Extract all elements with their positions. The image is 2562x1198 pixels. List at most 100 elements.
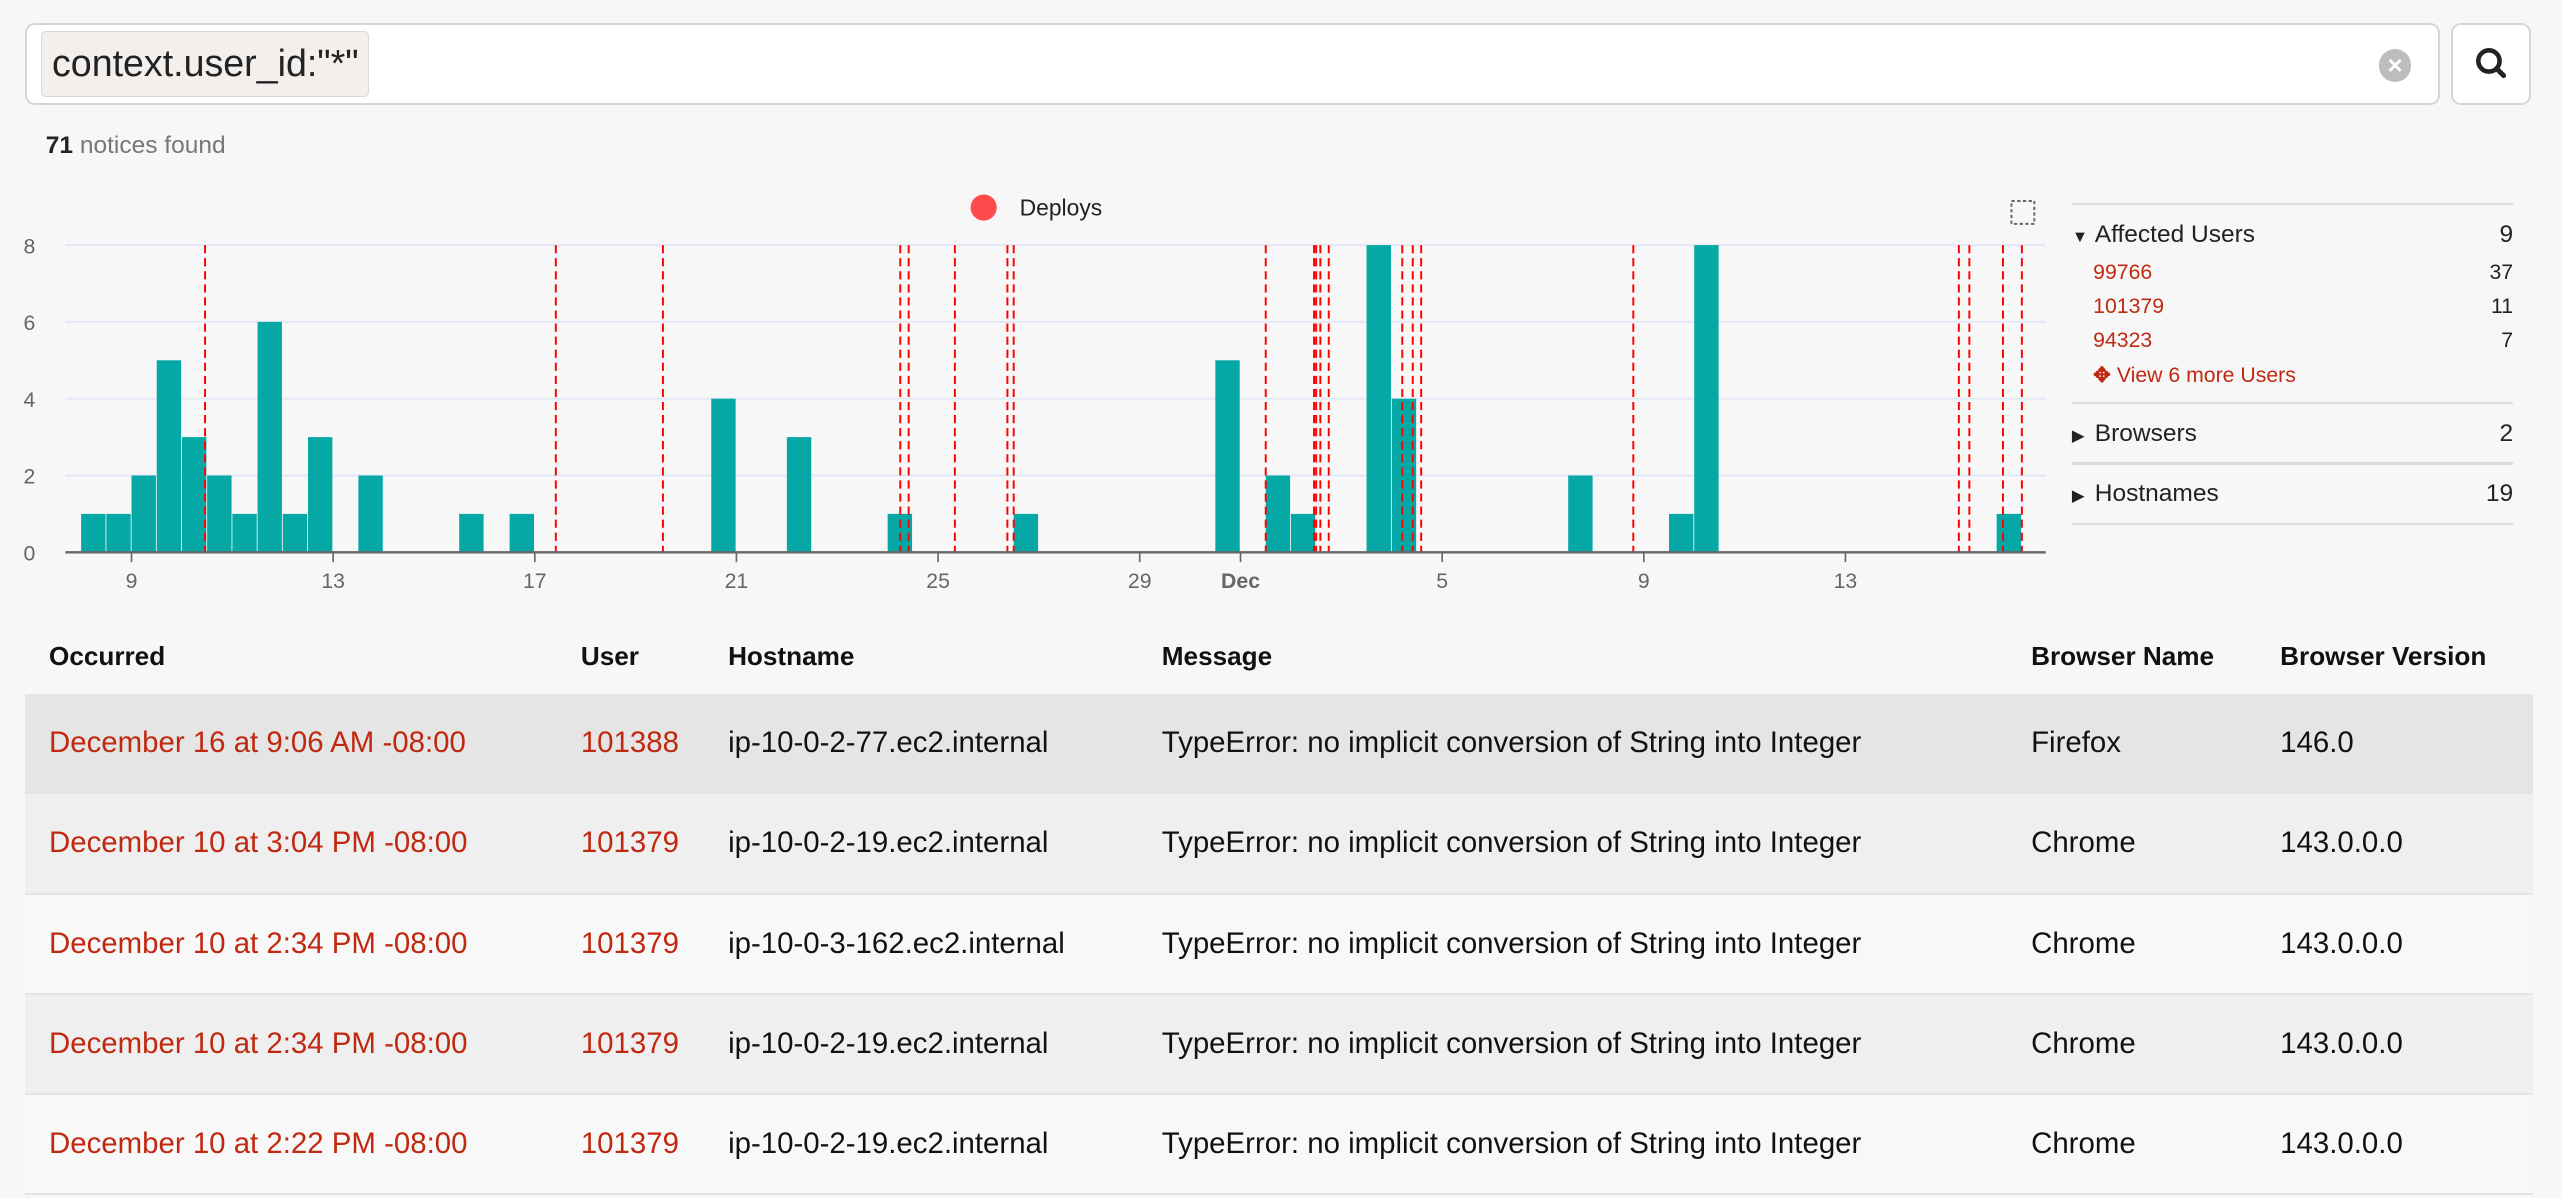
histogram-bar[interactable] (1366, 245, 1391, 553)
user-count: 37 (2489, 259, 2514, 284)
user-link[interactable]: 101379 (580, 1026, 679, 1060)
occurred-link[interactable]: December 10 at 2:34 PM -08:00 (49, 926, 468, 960)
histogram-bar[interactable] (156, 360, 182, 553)
clear-circle-icon[interactable]: × (2378, 49, 2412, 83)
user-link[interactable]: 101388 (580, 726, 679, 760)
histogram-bar[interactable] (181, 437, 207, 553)
user-item[interactable]: 101379 11 (2093, 294, 2513, 319)
x-tick-label: 29 (1128, 569, 1152, 593)
table-row[interactable]: December 10 at 2:22 PM -08:00 101379 ip-10… (24, 1093, 2533, 1194)
browser-version-cell: 146.0 (2280, 726, 2354, 760)
facet-count: 9 (2499, 220, 2514, 248)
x-tick-label: 17 (523, 569, 547, 593)
fullscreen-icon[interactable] (2010, 200, 2036, 225)
user-link[interactable]: 101379 (580, 1126, 679, 1160)
magnifier-icon (2476, 47, 2507, 78)
facet-browsers[interactable]: ▶ Browsers 2 (2072, 420, 2513, 448)
occurred-link[interactable]: December 10 at 2:22 PM -08:00 (49, 1126, 468, 1160)
histogram-bar[interactable] (786, 437, 812, 553)
divider (2071, 462, 2514, 465)
user-id-link[interactable]: 99766 (2093, 259, 2153, 284)
browser-name-cell: Chrome (2031, 1026, 2136, 1060)
hostname-cell: ip-10-0-2-19.ec2.internal (728, 1026, 1049, 1060)
histogram-bar[interactable] (1215, 360, 1240, 553)
histogram-bar[interactable] (1265, 475, 1291, 553)
histogram-bar[interactable] (711, 398, 736, 553)
histogram-bar[interactable] (1013, 513, 1039, 553)
user-link[interactable]: 101379 (580, 826, 679, 860)
histogram-bar[interactable] (282, 513, 308, 553)
histogram-bar[interactable] (1568, 475, 1593, 553)
user-id-link[interactable]: 101379 (2093, 294, 2164, 319)
caret-right-icon: ▶ (2071, 426, 2085, 445)
expand-arrows-icon: ✥ (2093, 362, 2111, 387)
x-tick-label: 9 (126, 569, 138, 593)
user-id-link[interactable]: 94323 (2093, 328, 2153, 353)
histogram-bar[interactable] (307, 437, 333, 553)
facet-label: Affected Users (2094, 220, 2256, 248)
table-row[interactable]: December 16 at 9:06 AM -08:00 101388 ip-10… (24, 694, 2533, 794)
histogram-bar[interactable] (358, 475, 383, 553)
column-header[interactable]: Occurred (49, 640, 166, 671)
message-cell: TypeError: no implicit conversion of Str… (1161, 826, 1862, 860)
histogram-bar[interactable] (106, 513, 131, 553)
facet-count: 2 (2499, 419, 2514, 447)
x-tick-label: Dec (1221, 569, 1260, 593)
y-tick-label: 0 (24, 541, 36, 565)
column-header[interactable]: User (580, 640, 639, 671)
hostname-cell: ip-10-0-2-19.ec2.internal (728, 826, 1049, 860)
caret-right-icon: ▶ (2071, 487, 2085, 506)
count-label: notices found (79, 132, 226, 160)
user-item[interactable]: 99766 37 (2093, 260, 2513, 285)
user-item[interactable]: 94323 7 (2093, 328, 2513, 353)
view-more-label: View 6 more Users (2116, 362, 2296, 387)
facet-label: Browsers (2094, 419, 2197, 447)
browser-version-cell: 143.0.0.0 (2280, 1126, 2403, 1160)
histogram-bar[interactable] (207, 475, 232, 553)
deploys-legend-marker[interactable] (970, 194, 997, 221)
occurred-link[interactable]: December 16 at 9:06 AM -08:00 (49, 726, 466, 760)
histogram-bar[interactable] (257, 321, 282, 553)
message-cell: TypeError: no implicit conversion of Str… (1161, 726, 1862, 760)
y-tick-label: 2 (24, 465, 36, 489)
deploys-legend-label[interactable]: Deploys (1020, 195, 1103, 221)
x-tick-label: 25 (926, 569, 950, 593)
column-header[interactable]: Browser Version (2280, 640, 2487, 671)
histogram-bar[interactable] (1290, 513, 1316, 553)
occurred-link[interactable]: December 10 at 3:04 PM -08:00 (49, 826, 468, 860)
histogram-bar[interactable] (131, 475, 156, 553)
results-count: 71 notices found (46, 132, 226, 160)
histogram-bar[interactable] (459, 513, 484, 553)
search-button[interactable] (2451, 22, 2532, 105)
message-cell: TypeError: no implicit conversion of Str… (1161, 1026, 1862, 1060)
browser-version-cell: 143.0.0.0 (2280, 826, 2403, 860)
message-cell: TypeError: no implicit conversion of Str… (1161, 1126, 1862, 1160)
table-row[interactable]: December 10 at 2:34 PM -08:00 101379 ip-10… (24, 893, 2533, 994)
histogram-bar[interactable] (1669, 513, 1694, 553)
histogram-bar[interactable] (509, 513, 534, 553)
table-row[interactable]: December 10 at 3:04 PM -08:00 101379 ip-10… (24, 793, 2533, 894)
facet-hostnames[interactable]: ▶ Hostnames 19 (2072, 480, 2513, 508)
browser-name-cell: Chrome (2031, 926, 2136, 960)
histogram-bar[interactable] (81, 513, 106, 553)
histogram-bar[interactable] (1694, 245, 1719, 553)
user-count: 7 (2501, 328, 2514, 353)
facet-affected-users[interactable]: ▼ Affected Users 9 (2072, 221, 2513, 249)
query-chip[interactable]: context.user_id:"*" (41, 31, 370, 97)
y-tick-label: 8 (24, 234, 36, 258)
column-header[interactable]: Message (1161, 640, 1273, 671)
search-input[interactable]: context.user_id:"*" × (24, 22, 2440, 105)
table-row[interactable]: December 10 at 2:34 PM -08:00 101379 ip-10… (24, 993, 2533, 1094)
occurred-link[interactable]: December 10 at 2:34 PM -08:00 (49, 1026, 468, 1060)
column-header[interactable]: Hostname (728, 640, 855, 671)
x-tick-label: 21 (725, 569, 749, 593)
browser-name-cell: Chrome (2031, 1126, 2136, 1160)
notices-table: Occurred User Hostname Message Browser Name B… (24, 618, 2533, 1195)
divider (2071, 522, 2514, 526)
view-more-users-link[interactable]: ✥ View 6 more Users (2093, 363, 2513, 388)
column-header[interactable]: Browser Name (2031, 640, 2215, 671)
message-cell: TypeError: no implicit conversion of Str… (1161, 926, 1862, 960)
histogram-bar[interactable] (232, 513, 257, 553)
histogram-bar[interactable] (1996, 513, 2022, 553)
user-link[interactable]: 101379 (580, 926, 679, 960)
